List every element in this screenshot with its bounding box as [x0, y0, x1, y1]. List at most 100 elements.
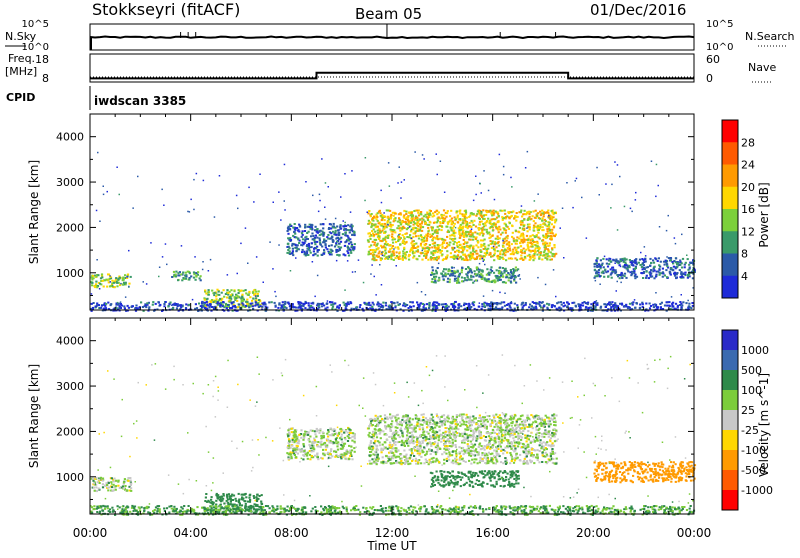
- echo-cell: [210, 499, 212, 501]
- echo-cell: [496, 269, 498, 271]
- echo-cell: [418, 238, 420, 240]
- echo-cell: [504, 210, 506, 212]
- echo-cell: [655, 196, 657, 198]
- echo-cell: [652, 259, 654, 261]
- echo-cell: [471, 220, 473, 222]
- echo-cell: [406, 236, 408, 238]
- echo-cell: [430, 445, 432, 447]
- echo-cell: [95, 486, 97, 488]
- echo-cell: [472, 245, 474, 247]
- echo-cell: [551, 223, 553, 225]
- echo-cell: [402, 253, 404, 255]
- echo-cell: [614, 272, 616, 274]
- echo-cell: [142, 306, 144, 308]
- echo-cell: [443, 268, 445, 270]
- echo-cell: [521, 233, 523, 235]
- echo-cell: [297, 307, 299, 309]
- echo-cell: [307, 434, 309, 436]
- echo-cell: [171, 276, 173, 278]
- echo-cell: [425, 256, 427, 258]
- echo-cell: [688, 273, 690, 275]
- echo-cell: [543, 251, 545, 253]
- echo-cell: [122, 278, 124, 280]
- echo-cell: [252, 298, 254, 300]
- echo-cell: [384, 231, 386, 233]
- echo-cell: [247, 263, 249, 265]
- echo-cell: [679, 276, 681, 278]
- echo-cell: [473, 200, 475, 202]
- echo-cell: [335, 242, 337, 244]
- echo-cell: [575, 305, 577, 307]
- echo-cell: [107, 302, 109, 304]
- echo-cell: [451, 222, 453, 224]
- echo-cell: [644, 268, 646, 270]
- echo-cell: [258, 299, 260, 301]
- echo-cell: [253, 201, 255, 203]
- echo-cell: [387, 235, 389, 237]
- echo-cell: [110, 304, 112, 306]
- echo-cell: [430, 274, 432, 276]
- echo-cell: [240, 243, 242, 245]
- echo-cell: [495, 303, 497, 305]
- echo-cell: [312, 441, 314, 443]
- echo-cell: [522, 306, 524, 308]
- echo-cell: [438, 279, 440, 281]
- echo-cell: [547, 245, 549, 247]
- echo-cell: [642, 262, 644, 264]
- echo-cell: [523, 219, 525, 221]
- echo-cell: [475, 279, 477, 281]
- echo-cell: [349, 429, 351, 431]
- echo-cell: [185, 272, 187, 274]
- echo-cell: [182, 272, 184, 274]
- echo-cell: [124, 274, 126, 276]
- frequency-series: [90, 73, 694, 79]
- echo-cell: [245, 227, 247, 229]
- echo-cell: [255, 301, 257, 303]
- echo-cell: [520, 235, 522, 237]
- echo-cell: [635, 192, 637, 194]
- echo-cell: [490, 226, 492, 228]
- echo-cell: [507, 272, 509, 274]
- echo-cell: [384, 219, 386, 221]
- echo-cell: [466, 274, 468, 276]
- echo-cell: [560, 301, 562, 303]
- echo-cell: [439, 221, 441, 223]
- echo-cell: [351, 440, 353, 442]
- echo-cell: [413, 243, 415, 245]
- echo-cell: [405, 242, 407, 244]
- echo-cell: [339, 238, 341, 240]
- echo-cell: [466, 217, 468, 219]
- echo-cell: [344, 234, 346, 236]
- echo-cell: [649, 271, 651, 273]
- echo-cell: [335, 451, 337, 453]
- echo-cell: [328, 431, 330, 433]
- echo-cell: [406, 223, 408, 225]
- echo-cell: [497, 257, 499, 259]
- echo-cell: [462, 227, 464, 229]
- echo-cell: [412, 246, 414, 248]
- echo-cell: [535, 236, 537, 238]
- echo-cell: [447, 281, 449, 283]
- echo-cell: [402, 239, 404, 241]
- echo-cell: [373, 234, 375, 236]
- echo-cell: [453, 267, 455, 269]
- echo-cell: [403, 236, 405, 238]
- echo-cell: [516, 304, 518, 306]
- echo-cell: [328, 227, 330, 229]
- echo-cell: [468, 233, 470, 235]
- echo-cell: [488, 274, 490, 276]
- echo-cell: [520, 249, 522, 251]
- echo-cell: [234, 504, 236, 506]
- echo-cell: [378, 222, 380, 224]
- echo-cell: [454, 241, 456, 243]
- echo-cell: [672, 305, 674, 307]
- echo-cell: [416, 246, 418, 248]
- echo-cell: [499, 292, 501, 294]
- echo-cell: [427, 230, 429, 232]
- echo-cell: [352, 225, 354, 227]
- echo-cell: [157, 301, 159, 303]
- echo-cell: [579, 306, 581, 308]
- echo-cell: [498, 231, 500, 233]
- echo-cell: [449, 235, 451, 237]
- echo-cell: [126, 276, 128, 278]
